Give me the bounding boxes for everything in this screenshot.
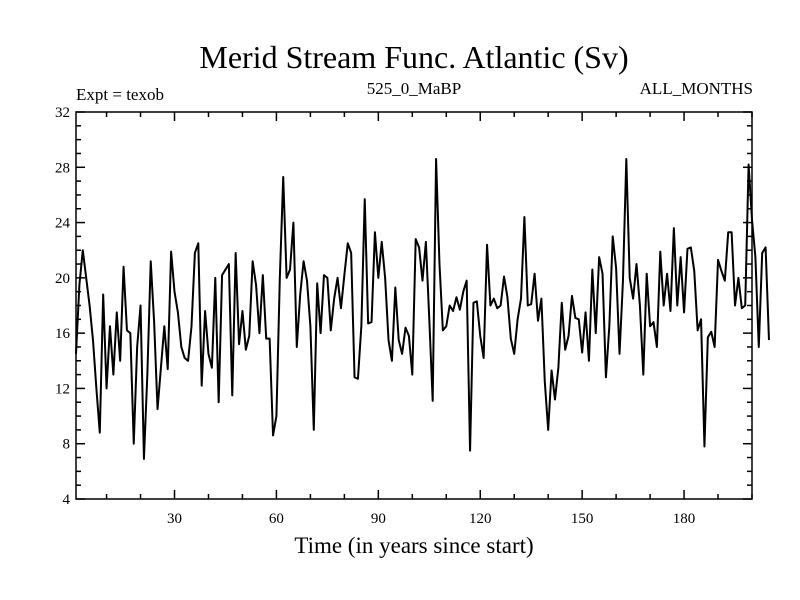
series-line (75, 157, 770, 460)
y-tick-label: 16 (55, 326, 71, 342)
y-tick-label: 32 (55, 105, 70, 121)
y-tick-label: 28 (55, 160, 70, 176)
y-tick-label: 8 (63, 437, 71, 453)
x-tick-label: 30 (167, 511, 182, 527)
y-tick-label: 24 (55, 216, 71, 232)
chart-subtitle-center: 525_0_MaBP (367, 79, 461, 98)
x-tick-label: 120 (469, 511, 492, 527)
y-tick-label: 12 (55, 381, 70, 397)
x-tick-label: 60 (269, 511, 284, 527)
y-tick-label: 20 (55, 271, 70, 287)
y-tick-label: 4 (63, 492, 71, 508)
x-tick-label: 90 (371, 511, 386, 527)
chart-title: Merid Stream Func. Atlantic (Sv) (199, 39, 628, 75)
x-tick-label: 150 (571, 511, 594, 527)
chart-subtitle-left: Expt = texob (76, 85, 164, 104)
plot-frame (75, 111, 753, 500)
chart-subtitle-right: ALL_MONTHS (640, 79, 753, 98)
x-axis-label: Time (in years since start) (294, 533, 533, 558)
x-tick-label: 180 (673, 511, 696, 527)
